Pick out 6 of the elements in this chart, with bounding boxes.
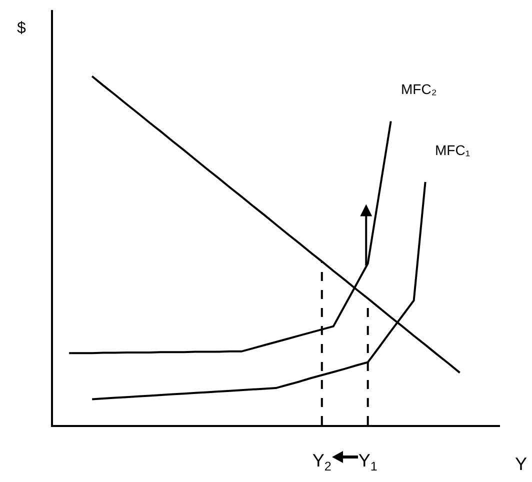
series-label: MFC₁ xyxy=(435,142,470,158)
series-label: MFC₂ xyxy=(401,81,437,97)
x-tick-label: Y$_{2}$ xyxy=(312,450,332,474)
x-axis-title: Y xyxy=(515,454,528,474)
x-tick-label: Y$_{1}$ xyxy=(358,450,378,474)
y-axis-title: $ xyxy=(17,20,26,37)
